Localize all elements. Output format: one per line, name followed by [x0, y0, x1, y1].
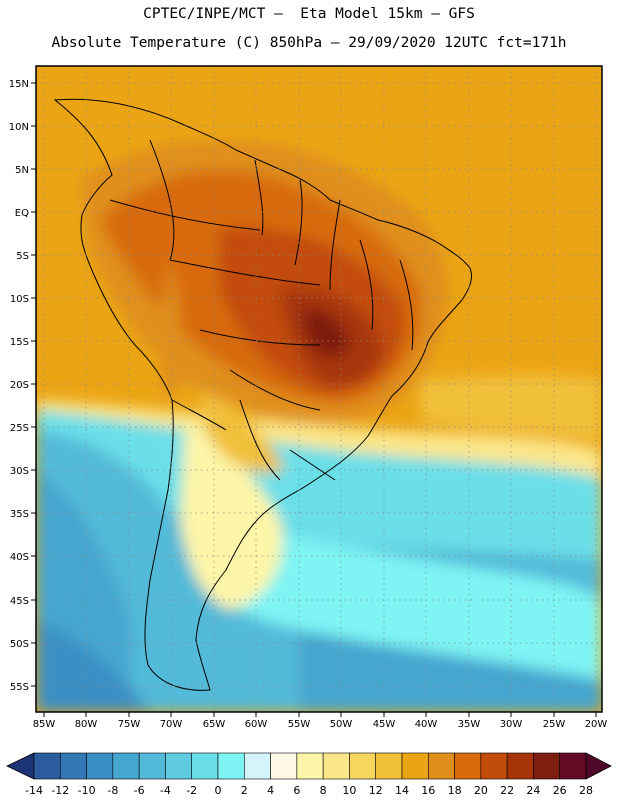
lat-label: 55S [10, 682, 29, 693]
colorbar-box [322, 752, 350, 780]
lat-label: 50S [10, 639, 29, 650]
lat-label: 5S [16, 251, 29, 262]
colorbar-label: -12 [51, 784, 69, 797]
lat-label: 25S [10, 423, 29, 434]
colorbar-box [375, 752, 403, 780]
colorbar-boxes [33, 752, 587, 780]
colorbar-box [165, 752, 193, 780]
lat-label: 15N [9, 79, 29, 90]
coastline [53, 98, 473, 691]
lat-label: 5N [15, 165, 29, 176]
lat-label: 10S [10, 294, 29, 305]
colorbar-box [349, 752, 377, 780]
map-frame [35, 65, 603, 713]
colorbar-label: 20 [474, 784, 488, 797]
lat-labels: 15N 10N 5N EQ 5S 10S 15S 20S 25S 30S 35S… [9, 79, 29, 693]
colorbar-label: 4 [267, 784, 274, 797]
colorbar-label: 0 [215, 784, 222, 797]
lon-label: 30W [500, 719, 523, 730]
colorbar-label: 2 [241, 784, 248, 797]
colorbar-label: -4 [160, 784, 171, 797]
colorbar-label: 22 [500, 784, 514, 797]
colorbar-box [59, 752, 87, 780]
colorbar-box [217, 752, 245, 780]
lon-label: 80W [75, 719, 98, 730]
lon-label: 45W [373, 719, 396, 730]
colorbar-box [480, 752, 508, 780]
lat-label: 10N [9, 122, 29, 133]
lat-label: 35S [10, 509, 29, 520]
colorbar-label: 24 [526, 784, 540, 797]
colorbar-box [401, 752, 429, 780]
lat-label: EQ [15, 208, 29, 219]
colorbar-box [533, 752, 561, 780]
lon-labels: 85W 80W 75W 70W 65W 60W 55W 50W 45W 40W … [33, 719, 608, 730]
colorbar-label: -14 [25, 784, 43, 797]
lat-label: 20S [10, 380, 29, 391]
colorbar-box [506, 752, 534, 780]
colorbar-box [243, 752, 271, 780]
colorbar-box [112, 752, 140, 780]
colorbar-label: 18 [448, 784, 462, 797]
lat-label: 15S [10, 337, 29, 348]
lon-label: 75W [118, 719, 141, 730]
colorbar-label: -10 [78, 784, 96, 797]
colorbar-box [191, 752, 219, 780]
colorbar-label: 28 [579, 784, 593, 797]
colorbar-label: 10 [342, 784, 356, 797]
colorbar-box [33, 752, 61, 780]
colorbar-box [138, 752, 166, 780]
colorbar-labels: -14 -12 -10 -8 -6 -4 -2 0 2 4 6 8 10 12 … [25, 784, 593, 797]
colorbar-box [86, 752, 114, 780]
colorbar-label: 14 [395, 784, 409, 797]
graticule [36, 66, 602, 712]
lon-label: 65W [203, 719, 226, 730]
map-field [36, 66, 602, 712]
lat-ticks [31, 82, 36, 687]
colorbar-high-arrow [585, 752, 612, 780]
colorbar-label: 8 [320, 784, 327, 797]
lon-label: 25W [543, 719, 566, 730]
lat-label: 45S [10, 596, 29, 607]
lon-label: 50W [330, 719, 353, 730]
colorbar-box [427, 752, 455, 780]
map-subtitle: Absolute Temperature (C) 850hPa – 29/09/… [51, 35, 567, 51]
colorbar-label: -2 [186, 784, 197, 797]
lat-label: 30S [10, 466, 29, 477]
map-title: CPTEC/INPE/MCT – Eta Model 15km – GFS [143, 6, 475, 22]
colorbar-box [270, 752, 298, 780]
lon-ticks [43, 712, 597, 717]
lon-label: 55W [288, 719, 311, 730]
lon-label: 35W [458, 719, 481, 730]
lon-label: 60W [245, 719, 268, 730]
lon-label: 20W [585, 719, 608, 730]
colorbar-label: 16 [421, 784, 435, 797]
lon-label: 40W [415, 719, 438, 730]
colorbar-label: 6 [293, 784, 300, 797]
colorbar-box [559, 752, 587, 780]
lon-label: 70W [160, 719, 183, 730]
colorbar-label: 12 [369, 784, 383, 797]
colorbar-label: -6 [134, 784, 145, 797]
colorbar: -14 -12 -10 -8 -6 -4 -2 0 2 4 6 8 10 12 … [6, 752, 612, 797]
colorbar-box [296, 752, 324, 780]
lon-label: 85W [33, 719, 56, 730]
colorbar-low-arrow [6, 752, 35, 780]
colorbar-box [454, 752, 482, 780]
colorbar-label: 26 [553, 784, 567, 797]
colorbar-label: -8 [107, 784, 118, 797]
lat-label: 40S [10, 552, 29, 563]
